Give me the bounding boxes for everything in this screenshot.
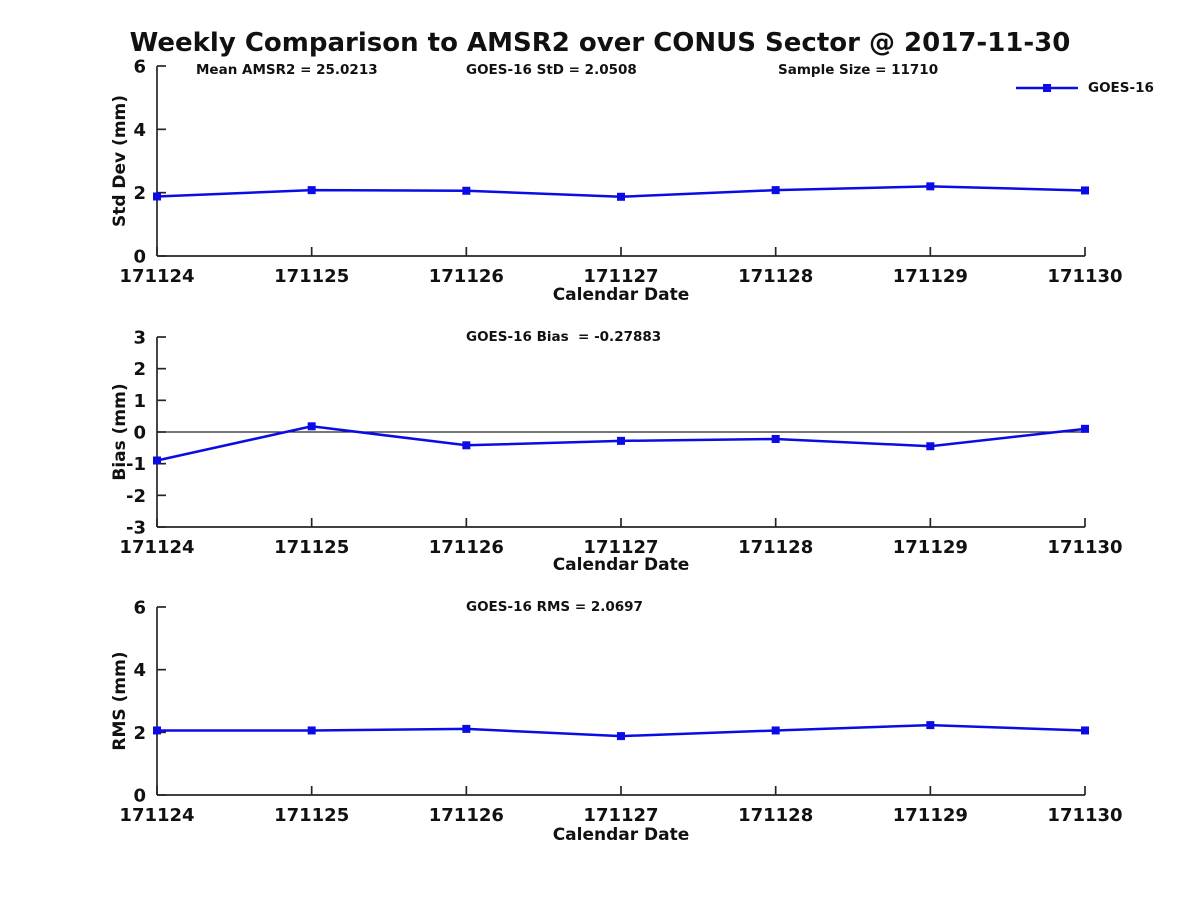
data-point-marker (462, 724, 471, 733)
data-point-marker (926, 182, 935, 191)
bias-annotation: GOES-16 Bias = -0.27883 (466, 329, 662, 345)
x-tick-label: 171126 (429, 537, 504, 558)
stat-sample-size: Sample Size = 11710 (778, 62, 939, 78)
y-tick-label: 3 (133, 328, 146, 349)
x-tick-label: 171128 (738, 805, 813, 826)
x-tick-label: 171130 (1047, 537, 1122, 558)
y-tick-label: 0 (133, 247, 146, 268)
data-point-marker (926, 442, 935, 451)
data-point-marker (617, 192, 625, 201)
x-tick-label: 171127 (583, 266, 658, 287)
legend: GOES-16 (1015, 80, 1154, 96)
x-tick-label: 171124 (119, 266, 194, 287)
x-tick-label: 171126 (429, 805, 504, 826)
y-tick-label: 0 (133, 423, 146, 444)
figure-title: Weekly Comparison to AMSR2 over CONUS Se… (129, 28, 1071, 58)
x-tick-label: 171127 (583, 805, 658, 826)
x-tick-label: 171130 (1047, 266, 1122, 287)
data-point-marker (926, 721, 935, 730)
y-tick-label: 4 (133, 660, 146, 681)
stat-goes16-std: GOES-16 StD = 2.0508 (466, 62, 637, 78)
y-tick-label: -2 (126, 486, 146, 507)
data-point-marker (617, 732, 625, 741)
data-point-marker (153, 192, 161, 201)
x-tick-label: 171128 (738, 537, 813, 558)
stat-mean-amsr2: Mean AMSR2 = 25.0213 (196, 62, 378, 78)
data-point-marker (153, 726, 161, 735)
y-tick-label: 1 (133, 391, 146, 412)
data-point-marker (771, 186, 780, 195)
y-tick-label: 6 (133, 57, 146, 78)
y-tick-label: 2 (133, 359, 146, 380)
x-tick-label: 171125 (274, 805, 349, 826)
stddev-xlabel: Calendar Date (552, 285, 690, 305)
data-point-marker (307, 422, 316, 431)
rms-annotation: GOES-16 RMS = 2.0697 (466, 599, 643, 615)
data-point-marker (307, 186, 316, 195)
data-point-marker (462, 441, 471, 450)
y-tick-label: -3 (126, 518, 146, 539)
y-tick-label: 6 (133, 598, 146, 619)
data-point-marker (307, 726, 316, 735)
x-tick-label: 171129 (893, 537, 968, 558)
data-point-marker (1081, 186, 1089, 195)
x-tick-label: 171129 (893, 266, 968, 287)
y-tick-label: 2 (133, 723, 146, 744)
rms-ylabel: RMS (mm) (110, 651, 130, 751)
data-point-marker (1081, 424, 1089, 433)
y-tick-label: 4 (133, 120, 146, 141)
data-point-marker (771, 726, 780, 735)
x-tick-label: 171124 (119, 537, 194, 558)
y-tick-label: 2 (133, 183, 146, 204)
data-point-marker (617, 436, 625, 445)
y-tick-label: 0 (133, 786, 146, 807)
x-tick-label: 171125 (274, 537, 349, 558)
x-tick-label: 171126 (429, 266, 504, 287)
x-tick-label: 171129 (893, 805, 968, 826)
data-point-marker (1081, 726, 1089, 735)
legend-line-sample (1016, 84, 1078, 92)
x-tick-label: 171125 (274, 266, 349, 287)
x-tick-label: 171128 (738, 266, 813, 287)
legend-label: GOES-16 (1088, 80, 1154, 96)
y-tick-label: -1 (126, 454, 146, 475)
data-point-marker (153, 456, 161, 465)
data-point-marker (771, 434, 780, 443)
x-tick-label: 171127 (583, 537, 658, 558)
rms-xlabel: Calendar Date (552, 825, 690, 845)
data-point-marker (462, 186, 471, 195)
bias-xlabel: Calendar Date (552, 555, 690, 575)
x-tick-label: 171130 (1047, 805, 1122, 826)
x-tick-label: 171124 (119, 805, 194, 826)
